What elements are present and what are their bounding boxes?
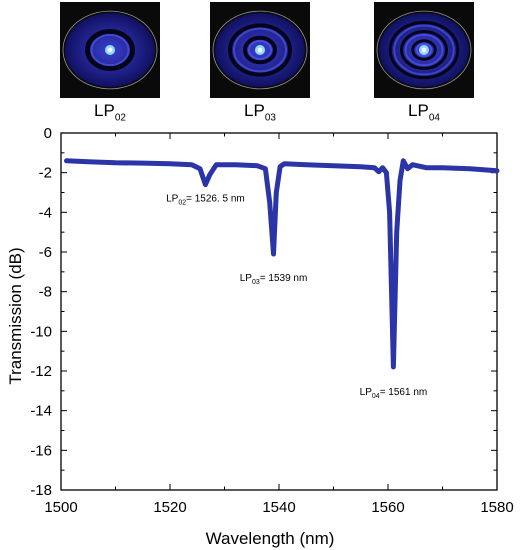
- mode-image-lp03: [210, 2, 310, 98]
- mode-dark-ring: [85, 29, 135, 71]
- mode-label-prefix: LP: [408, 101, 429, 120]
- mode-rings-lp03: [212, 10, 308, 90]
- mode-dark-ring: [388, 20, 460, 80]
- chart-annotations: LP02= 1526. 5 nm LP03= 1539 nm LP04= 1561 …: [166, 194, 427, 400]
- mode-core-center: [257, 47, 263, 53]
- x-tick-label: 1520: [153, 499, 186, 516]
- x-tick-label: 1540: [262, 499, 295, 516]
- mode-label-sub: 04: [428, 112, 440, 124]
- mode-bright-ring: [415, 43, 433, 57]
- mode-label-lp04: LP04: [374, 100, 474, 129]
- mode-bright-ring: [404, 33, 444, 67]
- cladding-outline: [376, 10, 472, 90]
- chart-ticks: 1500 1520 1540 1560 1580 0 -2 -4 -6 -8 -10 -12 -14 -1…: [30, 125, 513, 516]
- mode-image-lp02: [60, 2, 160, 98]
- y-tick-label: 0: [44, 125, 52, 142]
- y-tick-label: -12: [30, 363, 52, 380]
- y-tick-label: -14: [30, 403, 52, 420]
- y-tick-label: -16: [30, 442, 52, 459]
- y-tick-label: -10: [30, 323, 52, 340]
- cladding-outline: [212, 10, 308, 90]
- dip-annotation: LP02= 1526. 5 nm: [166, 194, 245, 207]
- mode-core-center: [107, 47, 113, 53]
- mode-rings-lp04: [376, 10, 472, 90]
- y-tick-label: -2: [39, 165, 52, 182]
- y-tick-label: -4: [39, 204, 52, 221]
- mode-bright-ring: [233, 27, 287, 73]
- y-axis-label: Transmission (dB): [6, 247, 25, 384]
- mode-bright-ring: [248, 39, 272, 61]
- y-tick-label: -18: [30, 482, 52, 499]
- mode-label-lp03: LP03: [210, 100, 310, 129]
- x-tick-label: 1560: [371, 499, 404, 516]
- mode-label-sub: 03: [264, 112, 276, 124]
- cladding-outline: [62, 10, 158, 90]
- y-tick-label: -8: [39, 284, 52, 301]
- mode-core-center: [421, 47, 427, 53]
- mode-label-sub: 02: [114, 112, 126, 124]
- mode-bright-ring: [90, 33, 130, 67]
- mode-dark-ring: [411, 39, 437, 61]
- mode-rings-lp02: [62, 10, 158, 90]
- dip-annotation: LP03= 1539 nm: [240, 273, 308, 286]
- x-tick-label: 1580: [480, 499, 513, 516]
- x-axis-label: Wavelength (nm): [206, 529, 335, 548]
- mode-bright-ring: [393, 24, 455, 76]
- mode-label-prefix: LP: [244, 101, 265, 120]
- mode-dark-ring: [243, 35, 277, 65]
- mode-dark-ring: [400, 30, 448, 70]
- mode-label-lp02: LP02: [60, 100, 160, 129]
- dip-annotation: LP04= 1561 nm: [360, 387, 428, 400]
- x-tick-label: 1500: [44, 499, 77, 516]
- mode-image-lp04: [374, 2, 474, 98]
- mode-label-prefix: LP: [94, 101, 115, 120]
- y-tick-label: -6: [39, 244, 52, 261]
- mode-dark-ring: [228, 23, 292, 77]
- transmission-line: [64, 158, 500, 370]
